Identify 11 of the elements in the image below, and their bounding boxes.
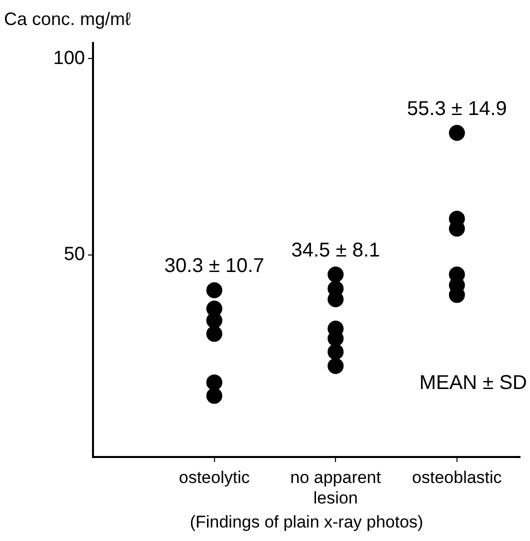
annotation: 34.5 ± 8.1 [291,240,380,262]
y-tick-label: 100 [53,48,85,69]
y-tick-label: 50 [64,244,85,266]
x-tick-label: no apparent lesion [290,468,382,508]
x-tick-label: osteolytic [178,468,250,487]
x-axis-title: (Findings of plain x-ray photos) [190,512,424,532]
x-tick-label: osteoblastic [412,468,502,487]
annotation: 55.3 ± 14.9 [406,98,507,120]
annotation: 30.3 ± 10.7 [164,255,264,278]
y-axis-title: Ca conc. mg/mℓ [4,8,132,29]
annotation: MEAN ± SD [419,372,527,394]
